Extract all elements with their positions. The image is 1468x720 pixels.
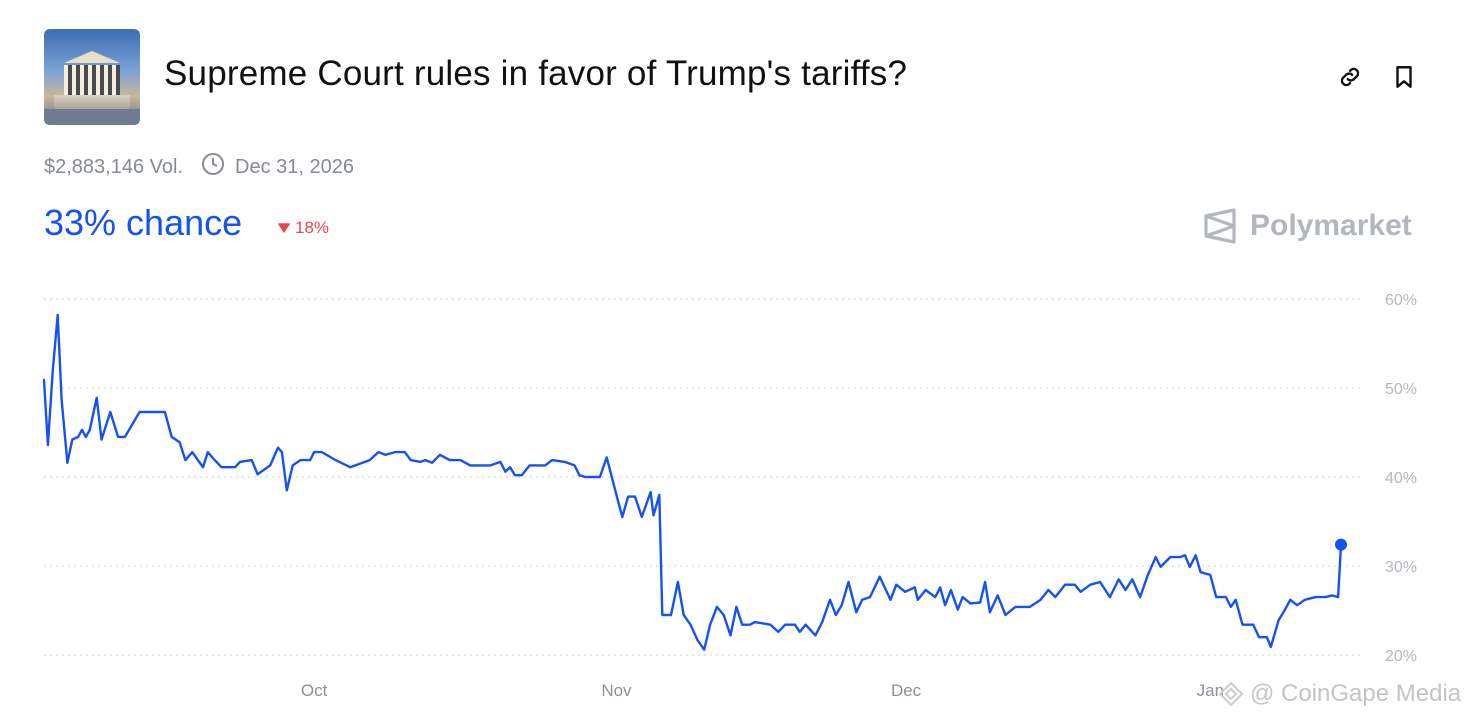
change-value: 18%	[295, 218, 330, 237]
y-tick-label: 50%	[1385, 381, 1417, 398]
y-tick-label: 20%	[1385, 648, 1417, 665]
x-tick-label: Jan	[1197, 681, 1224, 700]
y-tick-label: 30%	[1385, 559, 1417, 576]
x-tick-label: Nov	[601, 681, 632, 700]
y-tick-label: 40%	[1385, 470, 1417, 487]
y-tick-label: 60%	[1385, 292, 1417, 309]
watermark-text: @ CoinGape Media	[1250, 680, 1462, 707]
market-meta: $2,883,146 Vol. Dec 31, 2026	[44, 152, 354, 182]
link-icon[interactable]	[1337, 64, 1363, 90]
down-triangle-icon	[278, 223, 290, 233]
clock-icon	[201, 152, 225, 182]
market-thumbnail	[44, 29, 140, 125]
end-date: Dec 31, 2026	[235, 155, 354, 178]
binance-diamond-icon	[1218, 681, 1244, 707]
series-line-yes	[42, 313, 1343, 651]
polymarket-logo-icon	[1204, 208, 1236, 244]
change-badge: 18%	[278, 218, 329, 238]
x-tick-label: Oct	[301, 681, 328, 700]
brand-name: Polymarket	[1250, 209, 1412, 242]
chance-value: 33% chance	[44, 202, 243, 243]
x-tick-label: Dec	[891, 681, 922, 700]
volume: $2,883,146 Vol.	[44, 155, 184, 178]
last-point-marker	[1335, 538, 1347, 551]
watermark: @ CoinGape Media	[1218, 680, 1461, 708]
market-title: Supreme Court rules in favor of Trump's …	[164, 54, 908, 93]
bookmark-icon[interactable]	[1391, 64, 1417, 90]
polymarket-logo: Polymarket	[1202, 208, 1412, 244]
